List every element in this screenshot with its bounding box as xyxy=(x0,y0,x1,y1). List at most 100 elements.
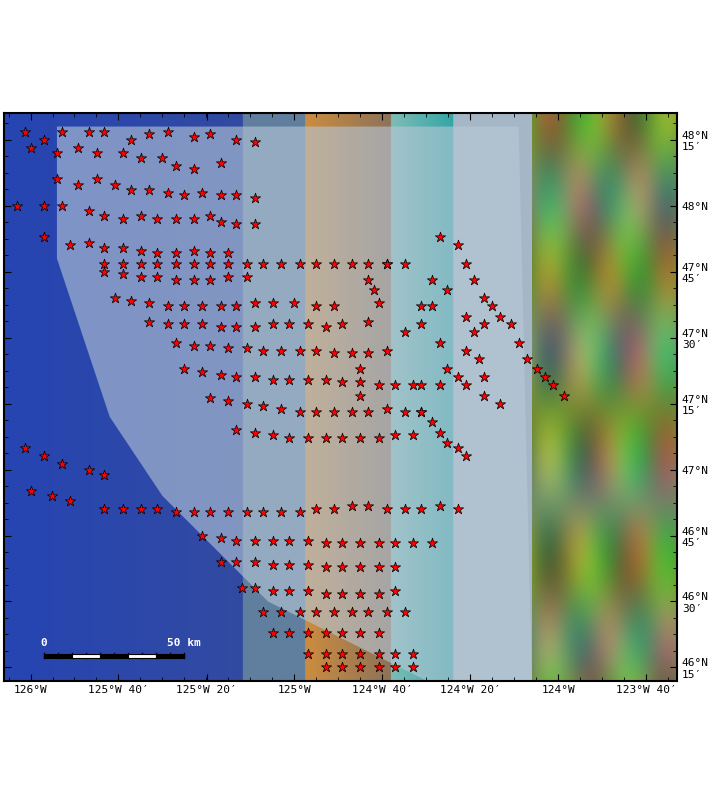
Point xyxy=(275,345,287,357)
Point xyxy=(257,400,268,413)
Point xyxy=(389,561,401,573)
Polygon shape xyxy=(57,126,532,680)
Point xyxy=(151,213,163,225)
Point xyxy=(56,125,68,138)
Point xyxy=(347,500,358,513)
Point xyxy=(460,345,471,357)
Point xyxy=(178,318,189,331)
Point xyxy=(354,376,366,389)
Point xyxy=(310,405,322,418)
Point xyxy=(196,365,207,378)
Point xyxy=(468,326,480,339)
Point xyxy=(38,450,49,463)
Point xyxy=(162,299,173,312)
Point xyxy=(222,247,234,260)
Point xyxy=(363,405,374,418)
Point xyxy=(267,297,279,310)
Point xyxy=(170,160,181,172)
Point xyxy=(320,648,332,661)
Point xyxy=(204,273,215,286)
Point xyxy=(320,373,332,386)
Point xyxy=(460,257,471,270)
Point xyxy=(196,186,207,198)
Point xyxy=(241,342,252,355)
Point xyxy=(310,345,322,357)
Point xyxy=(347,347,358,360)
Point xyxy=(51,173,63,186)
Point xyxy=(56,458,68,471)
Point xyxy=(204,247,215,260)
Point xyxy=(283,558,294,571)
Point xyxy=(294,405,305,418)
Point xyxy=(64,239,76,252)
Point xyxy=(426,299,437,312)
Point xyxy=(267,429,279,441)
Point xyxy=(354,661,366,674)
Point xyxy=(267,558,279,571)
Point xyxy=(354,363,366,376)
Point xyxy=(337,588,348,600)
Point xyxy=(98,210,110,222)
Point xyxy=(347,405,358,418)
Point xyxy=(241,397,252,410)
Point xyxy=(135,152,147,164)
Point xyxy=(407,429,419,441)
Point xyxy=(320,561,332,573)
Point xyxy=(204,257,215,270)
Point xyxy=(434,231,445,244)
Text: 0: 0 xyxy=(41,638,47,648)
Point xyxy=(215,215,226,228)
Point xyxy=(222,395,234,407)
Point xyxy=(460,450,471,463)
Point xyxy=(249,426,260,439)
Point xyxy=(373,537,384,549)
Point xyxy=(249,371,260,384)
Point xyxy=(222,506,234,518)
Point xyxy=(267,373,279,386)
Point xyxy=(478,318,490,331)
Point xyxy=(478,389,490,402)
Point xyxy=(302,626,313,639)
Point xyxy=(56,199,68,212)
Point xyxy=(249,556,260,569)
Point xyxy=(354,561,366,573)
Point xyxy=(302,534,313,547)
Point xyxy=(230,556,242,569)
Point xyxy=(381,257,392,270)
Point xyxy=(83,463,94,476)
Point xyxy=(11,199,23,212)
Point xyxy=(267,584,279,597)
Point xyxy=(170,213,181,225)
Point xyxy=(241,506,252,518)
Point xyxy=(302,558,313,571)
Point xyxy=(354,537,366,549)
Point xyxy=(407,661,419,674)
Point xyxy=(19,442,31,455)
Point xyxy=(381,257,392,270)
Point xyxy=(302,432,313,445)
Point xyxy=(354,588,366,600)
Point xyxy=(416,405,427,418)
Point xyxy=(275,257,287,270)
Bar xyxy=(128,653,155,657)
Point xyxy=(363,273,374,286)
Point xyxy=(215,157,226,170)
Point xyxy=(320,321,332,333)
Point xyxy=(249,297,260,310)
Point xyxy=(267,626,279,639)
Point xyxy=(337,432,348,445)
Point xyxy=(170,506,181,518)
Point xyxy=(38,199,49,212)
Point xyxy=(170,247,181,260)
Point xyxy=(548,379,559,391)
Point xyxy=(363,315,374,328)
Point xyxy=(363,500,374,513)
Point xyxy=(373,297,384,310)
Point xyxy=(222,271,234,283)
Point xyxy=(399,606,411,619)
Point xyxy=(98,503,110,515)
Point xyxy=(407,379,419,391)
Point xyxy=(354,626,366,639)
Point xyxy=(162,186,173,198)
Point xyxy=(204,339,215,352)
